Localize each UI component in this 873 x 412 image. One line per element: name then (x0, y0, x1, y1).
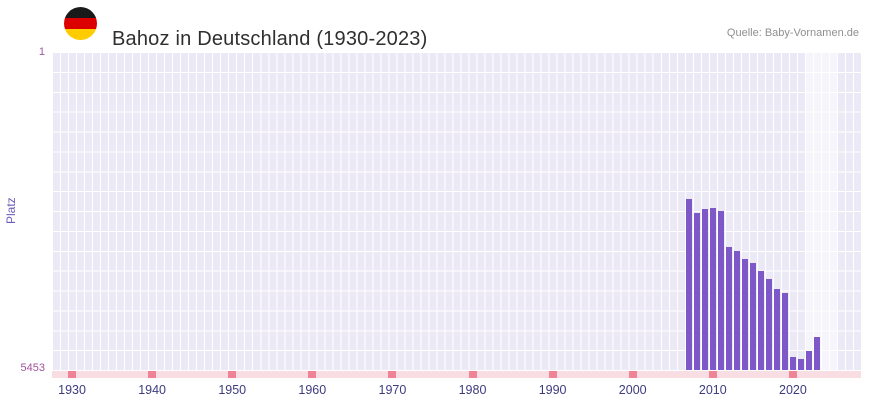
bar-2009[interactable] (701, 209, 708, 370)
x-axis-label-1940: 1940 (138, 383, 167, 397)
german-flag-icon (64, 7, 97, 40)
x-axis-tick-2000 (628, 371, 637, 378)
x-axis-label-2010: 2010 (698, 383, 727, 397)
x-axis-tick-1960 (308, 371, 317, 378)
x-axis-label-2020: 2020 (779, 383, 807, 397)
x-axis-tick-2010 (708, 371, 717, 378)
x-axis-tick-1980 (468, 371, 477, 378)
x-axis-label-2000: 2000 (618, 383, 647, 397)
x-axis-tick-1970 (388, 371, 397, 378)
x-axis-tick-1950 (228, 371, 237, 378)
y-axis-label: Platz (4, 197, 18, 225)
y-axis-tick-top: 1 (38, 46, 45, 58)
plot-area (52, 52, 861, 370)
x-axis-label-1970: 1970 (378, 383, 407, 397)
x-axis-label-1960: 1960 (298, 383, 327, 397)
x-axis-label-1930: 1930 (58, 383, 86, 397)
x-axis-label-1990: 1990 (538, 383, 567, 397)
x-axis-tick-1990 (548, 371, 557, 378)
bar-2011[interactable] (717, 210, 725, 370)
bar-2020[interactable] (789, 357, 797, 370)
bar-2021[interactable] (797, 358, 805, 370)
bar-2018[interactable] (773, 288, 781, 370)
bar-2022[interactable] (805, 350, 813, 370)
bar-2010[interactable] (709, 208, 717, 370)
bar-2007[interactable] (685, 198, 692, 370)
bar-2016[interactable] (757, 271, 765, 370)
bar-2013[interactable] (733, 250, 741, 370)
bar-2014[interactable] (741, 259, 749, 370)
x-axis-tick-1940 (148, 371, 157, 378)
bar-2015[interactable] (749, 262, 757, 370)
x-axis-strip (52, 371, 861, 378)
page-title: Bahoz in Deutschland (1930-2023) (112, 28, 428, 51)
bar-2017[interactable] (765, 278, 773, 370)
x-axis-labels: 1930 1940 1950 1960 1970 1980 1990 2000 2010 2020 (52, 383, 861, 399)
bar-2008[interactable] (693, 212, 700, 370)
x-axis-label-1980: 1980 (458, 383, 487, 397)
x-axis-tick-1930 (68, 371, 77, 378)
source-attribution: Quelle: Baby-Vornamen.de (726, 27, 859, 39)
bar-2012[interactable] (725, 246, 733, 370)
y-axis-tick-bottom: 5453 (20, 362, 45, 374)
x-axis-tick-2020 (788, 371, 797, 378)
recent-years-highlight-band (804, 52, 837, 370)
x-axis-label-1950: 1950 (218, 383, 247, 397)
bar-2019[interactable] (781, 293, 789, 370)
bar-2023[interactable] (813, 337, 821, 370)
